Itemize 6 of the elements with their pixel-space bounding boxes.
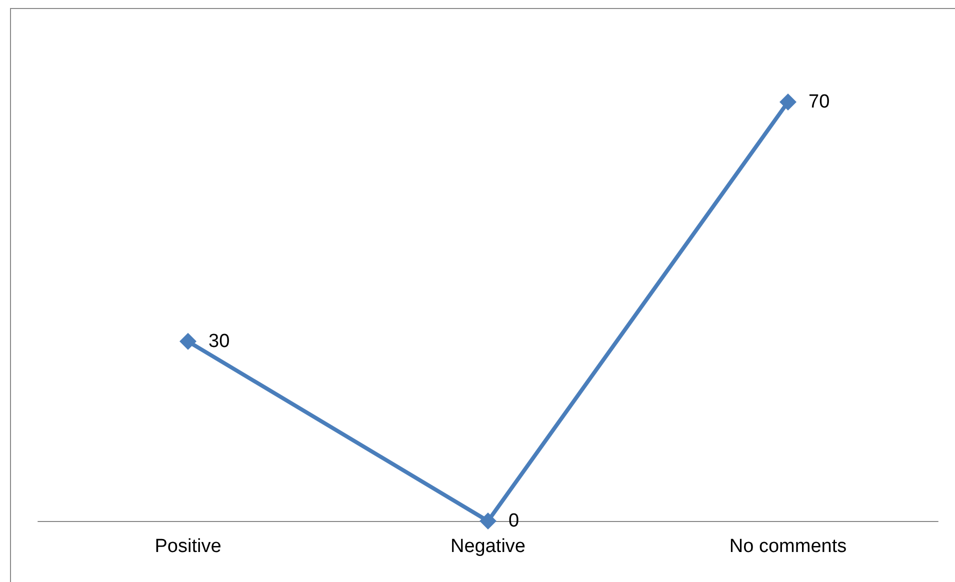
- x-tick-label: Positive: [154, 536, 222, 557]
- data-label: 0: [508, 510, 520, 532]
- data-label: 70: [808, 92, 830, 112]
- data-label: 30: [208, 330, 230, 352]
- x-tick-label: No comments: [729, 536, 847, 557]
- x-tick-label: Negative: [450, 536, 526, 557]
